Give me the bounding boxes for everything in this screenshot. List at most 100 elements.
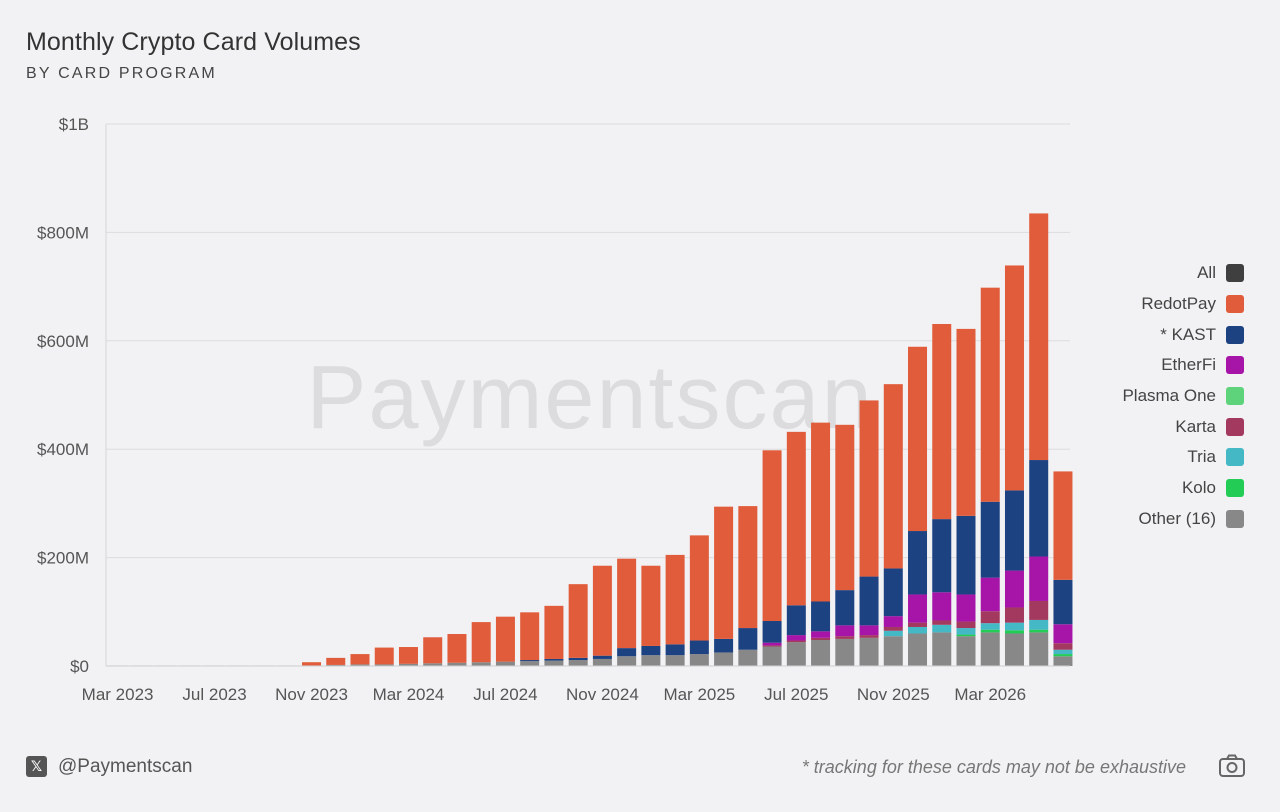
- bar-segment[interactable]: [1029, 213, 1049, 461]
- bar-segment[interactable]: [932, 632, 952, 666]
- bar-segment[interactable]: [1029, 619, 1049, 630]
- bar-segment[interactable]: [471, 662, 491, 666]
- bar-segment[interactable]: [811, 631, 831, 638]
- bar-segment[interactable]: [811, 422, 831, 602]
- bar-segment[interactable]: [859, 576, 879, 626]
- bar-segment[interactable]: [786, 431, 806, 606]
- bar-segment[interactable]: [883, 384, 903, 569]
- bar-segment[interactable]: [1053, 579, 1073, 625]
- bar-segment[interactable]: [447, 662, 467, 666]
- bar-segment[interactable]: [980, 577, 1000, 612]
- bar-segment[interactable]: [1004, 490, 1024, 571]
- bar-segment[interactable]: [811, 639, 831, 666]
- bar-segment[interactable]: [1029, 632, 1049, 666]
- bar-segment[interactable]: [714, 506, 734, 639]
- bar-segment[interactable]: [326, 664, 346, 666]
- bar-segment[interactable]: [883, 616, 903, 627]
- bar-segment[interactable]: [956, 515, 976, 595]
- legend-item[interactable]: * KAST: [1160, 319, 1244, 350]
- bar-segment[interactable]: [1004, 607, 1024, 623]
- bar-segment[interactable]: [738, 628, 758, 650]
- bar-segment[interactable]: [326, 657, 346, 665]
- bar-segment[interactable]: [883, 626, 903, 631]
- bar-segment[interactable]: [398, 663, 418, 666]
- bar-segment[interactable]: [689, 640, 709, 655]
- bar-segment[interactable]: [1053, 656, 1073, 666]
- bar-segment[interactable]: [350, 664, 370, 666]
- bar-segment[interactable]: [544, 658, 564, 661]
- bar-segment[interactable]: [762, 450, 782, 622]
- bar-segment[interactable]: [932, 620, 952, 625]
- bar-segment[interactable]: [908, 594, 928, 623]
- bar-segment[interactable]: [786, 642, 806, 666]
- legend-item[interactable]: Other (16): [1139, 504, 1244, 535]
- bar-segment[interactable]: [1004, 265, 1024, 491]
- bar-segment[interactable]: [520, 660, 540, 662]
- bar-segment[interactable]: [786, 635, 806, 641]
- bar-segment[interactable]: [956, 328, 976, 516]
- bar-segment[interactable]: [641, 645, 661, 656]
- bar-segment[interactable]: [641, 565, 661, 646]
- bar-segment[interactable]: [1053, 649, 1073, 655]
- bar-segment[interactable]: [1004, 570, 1024, 608]
- bar-segment[interactable]: [859, 637, 879, 666]
- bar-segment[interactable]: [714, 638, 734, 653]
- legend-item[interactable]: Kolo: [1182, 473, 1244, 504]
- bar-segment[interactable]: [883, 630, 903, 637]
- bar-segment[interactable]: [617, 656, 637, 666]
- bar-segment[interactable]: [1029, 600, 1049, 620]
- x-logo-icon[interactable]: 𝕏: [26, 756, 47, 777]
- bar-segment[interactable]: [495, 661, 515, 666]
- bar-segment[interactable]: [762, 621, 782, 643]
- bar-segment[interactable]: [374, 647, 394, 665]
- bar-segment[interactable]: [738, 649, 758, 666]
- bar-segment[interactable]: [859, 400, 879, 577]
- bar-segment[interactable]: [932, 324, 952, 520]
- bar-segment[interactable]: [883, 568, 903, 617]
- bar-segment[interactable]: [665, 644, 685, 656]
- bar-segment[interactable]: [859, 625, 879, 636]
- bar-segment[interactable]: [859, 635, 879, 638]
- bar-segment[interactable]: [374, 664, 394, 666]
- bar-segment[interactable]: [1004, 630, 1024, 634]
- bar-segment[interactable]: [447, 634, 467, 663]
- legend-item[interactable]: Tria: [1187, 442, 1244, 473]
- bar-segment[interactable]: [1029, 460, 1049, 557]
- bar-segment[interactable]: [835, 636, 855, 639]
- bar-segment[interactable]: [714, 652, 734, 666]
- legend-item[interactable]: RedotPay: [1141, 289, 1244, 320]
- bar-segment[interactable]: [908, 346, 928, 532]
- bar-segment[interactable]: [617, 648, 637, 657]
- bar-segment[interactable]: [835, 590, 855, 626]
- bar-segment[interactable]: [980, 611, 1000, 624]
- bar-segment[interactable]: [883, 636, 903, 666]
- bar-segment[interactable]: [908, 622, 928, 627]
- bar-segment[interactable]: [908, 531, 928, 595]
- camera-icon[interactable]: [1218, 753, 1246, 779]
- bar-segment[interactable]: [956, 594, 976, 622]
- bar-segment[interactable]: [568, 660, 588, 666]
- bar-segment[interactable]: [592, 565, 612, 656]
- bar-segment[interactable]: [1029, 629, 1049, 633]
- bar-segment[interactable]: [980, 629, 1000, 633]
- bar-segment[interactable]: [641, 655, 661, 666]
- bar-segment[interactable]: [835, 625, 855, 637]
- bar-segment[interactable]: [956, 636, 976, 666]
- bar-segment[interactable]: [1053, 624, 1073, 644]
- bar-segment[interactable]: [1004, 622, 1024, 631]
- bar-segment[interactable]: [495, 616, 515, 662]
- legend-item[interactable]: Karta: [1175, 411, 1244, 442]
- bar-segment[interactable]: [665, 655, 685, 666]
- bar-segment[interactable]: [980, 501, 1000, 578]
- bar-segment[interactable]: [1004, 633, 1024, 666]
- bar-segment[interactable]: [762, 642, 782, 646]
- bar-segment[interactable]: [665, 554, 685, 645]
- bar-segment[interactable]: [786, 640, 806, 643]
- bar-segment[interactable]: [932, 592, 952, 621]
- bar-segment[interactable]: [786, 605, 806, 636]
- bar-segment[interactable]: [811, 637, 831, 640]
- bar-segment[interactable]: [980, 632, 1000, 666]
- bar-segment[interactable]: [520, 661, 540, 666]
- legend-item[interactable]: EtherFi: [1161, 350, 1244, 381]
- bar-segment[interactable]: [544, 605, 564, 659]
